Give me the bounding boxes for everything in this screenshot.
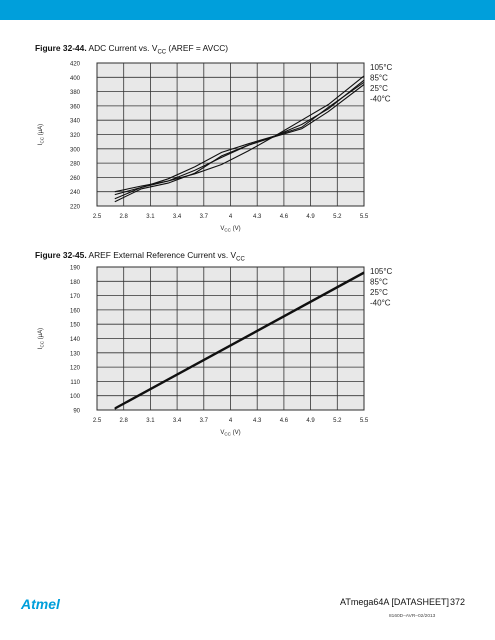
x-tick-label: 3.7 bbox=[200, 214, 209, 220]
y-tick-label: 260 bbox=[70, 176, 81, 182]
legend-entry: -40°C bbox=[370, 299, 391, 308]
x-tick-label: 3.4 bbox=[173, 214, 182, 220]
y-tick-label: 320 bbox=[70, 133, 81, 139]
legend-entry: 25°C bbox=[370, 84, 388, 93]
y-tick-label: 90 bbox=[73, 409, 80, 415]
x-tick-label: 5.5 bbox=[360, 214, 369, 220]
x-tick-label: 3.7 bbox=[200, 418, 209, 424]
y-tick-label: 300 bbox=[70, 147, 81, 153]
x-tick-label: 3.1 bbox=[146, 418, 155, 424]
y-tick-label: 180 bbox=[70, 280, 81, 286]
figure-title: Figure 32-45. AREF External Reference Cu… bbox=[35, 250, 245, 263]
y-tick-label: 360 bbox=[70, 104, 81, 110]
y-tick-label: 150 bbox=[70, 323, 81, 329]
x-tick-label: 3.4 bbox=[173, 418, 182, 424]
figure-label: Figure 32-44. bbox=[35, 43, 87, 53]
series-line bbox=[114, 81, 365, 200]
figure-title-sub: CC bbox=[236, 256, 245, 263]
legend-entry: 25°C bbox=[370, 288, 388, 297]
y-axis-label: ICC (µA) bbox=[38, 124, 45, 145]
header-bar bbox=[0, 0, 495, 20]
legend-entry: -40°C bbox=[370, 95, 391, 104]
y-tick-label: 170 bbox=[70, 294, 81, 300]
figure-label: Figure 32-45. bbox=[35, 250, 87, 260]
y-tick-label: 240 bbox=[70, 190, 81, 196]
x-tick-label: 4.6 bbox=[280, 214, 289, 220]
x-tick-label: 4.9 bbox=[306, 418, 315, 424]
x-tick-label: 4.3 bbox=[253, 214, 262, 220]
legend-entry: 105°C bbox=[370, 267, 393, 276]
legend-entry: 85°C bbox=[370, 74, 388, 83]
footer-document-title: ATmega64A [DATASHEET] bbox=[340, 597, 450, 607]
x-tick-label: 3.1 bbox=[146, 214, 155, 220]
figure-title-sub: CC bbox=[157, 49, 167, 56]
figure-title-text: ADC Current vs. V bbox=[88, 43, 158, 53]
chart-2: 90 100 110 120 130 140 150 160 170 180 190 2.5 2.8 3.… bbox=[38, 266, 393, 437]
x-tick-label: 2.8 bbox=[120, 214, 129, 220]
x-tick-label: 5.2 bbox=[333, 214, 342, 220]
footer-page-number: 372 bbox=[450, 597, 466, 607]
y-tick-label: 280 bbox=[70, 162, 81, 168]
legend-entry: 85°C bbox=[370, 278, 388, 287]
series-line bbox=[114, 272, 365, 410]
y-axis-label: ICC (µA) bbox=[38, 328, 45, 349]
x-tick-label: 4.6 bbox=[280, 418, 289, 424]
chart-1: 220 240 260 280 300 320 340 360 380 400 420 2.5 2.8 3… bbox=[38, 62, 393, 233]
x-tick-label: 4 bbox=[229, 214, 233, 220]
y-tick-label: 400 bbox=[70, 76, 81, 82]
y-tick-label: 100 bbox=[70, 394, 81, 400]
figure-title-text: AREF External Reference Current vs. V bbox=[88, 250, 237, 260]
y-tick-label: 220 bbox=[70, 205, 81, 211]
x-tick-label: 2.8 bbox=[120, 418, 129, 424]
y-tick-label: 340 bbox=[70, 119, 81, 125]
x-tick-label: 4 bbox=[229, 418, 233, 424]
x-tick-label: 2.5 bbox=[93, 214, 102, 220]
y-tick-label: 420 bbox=[70, 62, 81, 68]
y-tick-label: 120 bbox=[70, 366, 81, 372]
footer-revision: 8160D–AVR–02/2013 bbox=[389, 614, 436, 619]
figure-title-tail: (AREF = AVCC) bbox=[166, 43, 229, 53]
x-tick-label: 2.5 bbox=[93, 418, 102, 424]
atmel-logo: Atmel bbox=[20, 596, 61, 612]
x-tick-label: 4.3 bbox=[253, 418, 262, 424]
x-axis-label: VCC (V) bbox=[220, 430, 240, 437]
y-tick-label: 190 bbox=[70, 266, 81, 272]
x-tick-label: 4.9 bbox=[306, 214, 315, 220]
x-axis-label: VCC (V) bbox=[220, 226, 240, 233]
figure-title: Figure 32-44. ADC Current vs. VCC (AREF … bbox=[35, 43, 228, 56]
y-tick-label: 380 bbox=[70, 90, 81, 96]
series-line bbox=[114, 84, 365, 203]
x-tick-label: 5.2 bbox=[333, 418, 342, 424]
x-tick-label: 5.5 bbox=[360, 418, 369, 424]
y-tick-label: 160 bbox=[70, 308, 81, 314]
y-tick-label: 130 bbox=[70, 351, 81, 357]
legend-entry: 105°C bbox=[370, 63, 393, 72]
y-tick-label: 110 bbox=[70, 380, 80, 386]
y-tick-label: 140 bbox=[70, 337, 81, 343]
logo-text: Atmel bbox=[20, 596, 61, 612]
